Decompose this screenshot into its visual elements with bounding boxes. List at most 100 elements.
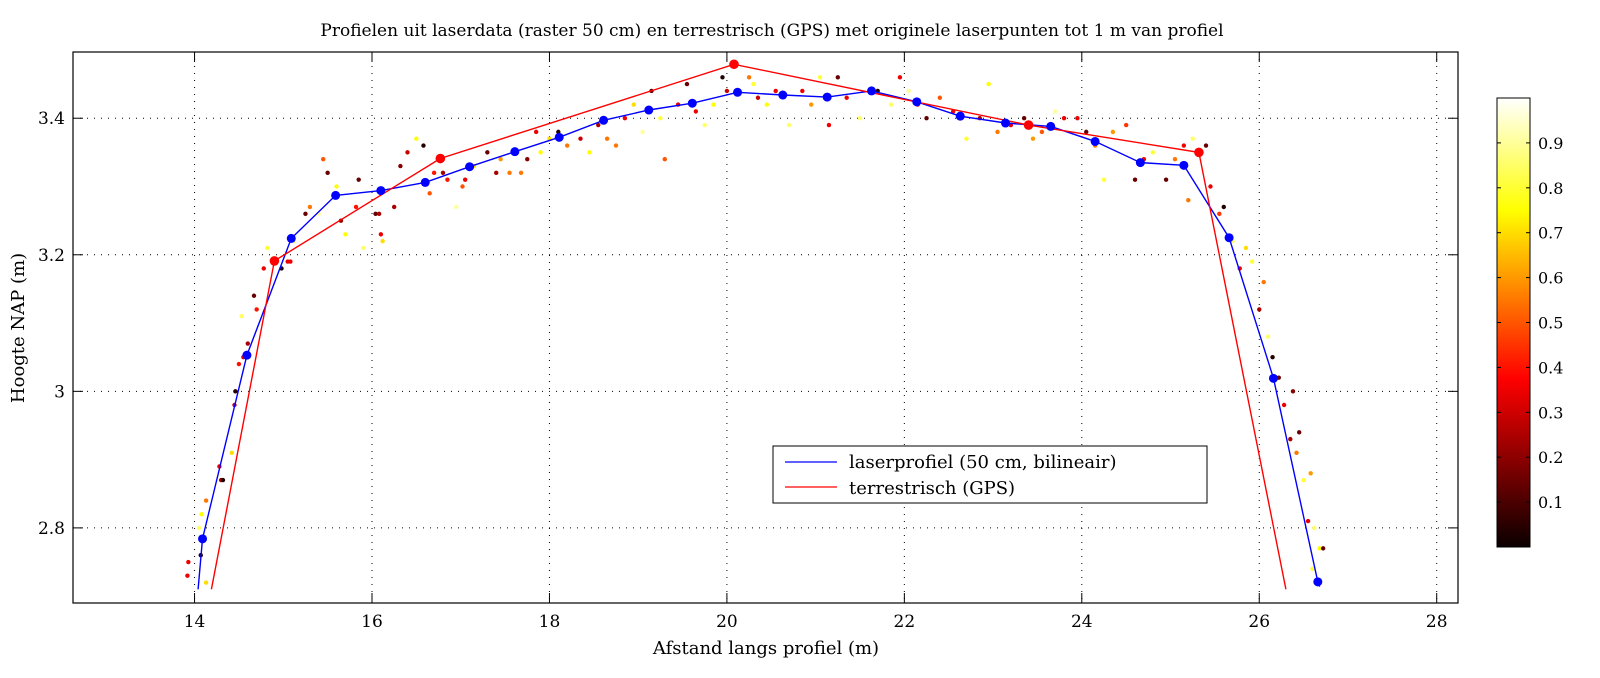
laser-point xyxy=(251,293,257,298)
laserprofiel-marker xyxy=(822,92,832,102)
laser-point xyxy=(817,75,823,80)
laser-point xyxy=(203,580,209,585)
laser-point xyxy=(786,122,792,128)
laserprofiel-marker xyxy=(955,111,965,121)
laser-point xyxy=(751,81,756,87)
laserprofiel-marker xyxy=(331,190,341,200)
laser-point xyxy=(1123,122,1129,128)
laser-point xyxy=(233,389,238,394)
legend-label-terrestrisch: terrestrisch (GPS) xyxy=(849,478,1015,499)
terrestrisch-marker xyxy=(729,59,739,70)
laser-point xyxy=(711,102,716,107)
laser-point xyxy=(1217,211,1222,217)
laserprofiel-marker xyxy=(1046,121,1056,131)
laser-point xyxy=(906,88,911,94)
laser-point xyxy=(702,122,707,128)
x-axis: 14 16 18 20 22 24 26 28 xyxy=(184,52,1448,632)
laser-point xyxy=(1208,184,1213,189)
laser-point xyxy=(498,156,503,162)
scatter-points xyxy=(185,75,1326,585)
laser-point xyxy=(1110,129,1116,135)
laserprofiel-marker xyxy=(465,162,475,172)
y-tick-label: 3.2 xyxy=(38,246,65,266)
laser-point xyxy=(564,143,570,148)
x-tick-label: 22 xyxy=(894,612,916,632)
laser-point xyxy=(203,498,209,503)
laser-point xyxy=(1261,279,1266,285)
laser-point xyxy=(245,341,250,346)
laser-point xyxy=(1186,197,1191,203)
laser-point xyxy=(613,143,619,148)
laserprofiel-marker xyxy=(867,86,877,96)
laser-point xyxy=(373,211,378,217)
laser-point xyxy=(964,136,969,141)
laser-point xyxy=(1084,129,1089,135)
laserprofiel-marker xyxy=(198,534,208,544)
terrestrisch-marker xyxy=(435,153,446,164)
laser-point xyxy=(1203,143,1209,148)
laser-point xyxy=(229,450,235,455)
laser-point xyxy=(1310,566,1315,572)
laser-point xyxy=(360,245,366,251)
laser-point xyxy=(1265,334,1271,339)
colorbar-tick-label: 0.7 xyxy=(1538,224,1563,243)
laser-point xyxy=(897,75,903,80)
laser-point xyxy=(587,150,592,155)
laser-point xyxy=(236,361,242,367)
laser-point xyxy=(414,136,419,141)
x-tick-label: 20 xyxy=(716,612,738,632)
laser-point xyxy=(525,156,530,162)
laser-point xyxy=(1270,355,1275,360)
terrestrisch-marker xyxy=(1023,120,1034,130)
laser-point xyxy=(460,184,465,189)
laser-point xyxy=(924,116,929,121)
laser-point xyxy=(684,81,690,87)
laser-point xyxy=(1243,245,1249,251)
laser-point xyxy=(288,259,293,264)
laser-point xyxy=(462,177,468,182)
laser-point xyxy=(1101,177,1107,182)
laser-point xyxy=(888,102,894,107)
laser-point xyxy=(1132,177,1138,182)
laser-point xyxy=(1052,109,1058,114)
laser-point xyxy=(325,170,330,176)
laser-point xyxy=(764,102,770,107)
axes-box xyxy=(72,51,1459,604)
colorbar-tick-label: 0.9 xyxy=(1538,134,1563,153)
laser-point xyxy=(343,232,348,237)
x-tick-label: 28 xyxy=(1426,612,1448,632)
laserprofiel-line xyxy=(197,90,1321,590)
terrestrisch-marker xyxy=(269,256,280,266)
y-axis: 2.8 3 3.2 3.4 xyxy=(38,109,1458,539)
laser-point xyxy=(604,136,610,141)
laserprofiel-marker xyxy=(912,97,922,107)
laser-point xyxy=(662,156,667,162)
laser-point xyxy=(378,232,384,237)
laser-point xyxy=(844,95,849,100)
laserprofiel-marker xyxy=(554,132,564,142)
laser-point xyxy=(239,314,244,319)
laser-point xyxy=(1288,436,1293,442)
laser-point xyxy=(254,307,259,312)
laser-point xyxy=(937,95,943,100)
laserprofiel-marker xyxy=(599,115,609,125)
laserprofiel-marker xyxy=(242,350,252,360)
laser-point xyxy=(1320,546,1326,551)
laser-point xyxy=(720,75,725,80)
laser-point xyxy=(421,143,426,148)
y-axis-label: Hoogte NAP (m) xyxy=(8,253,29,403)
laser-point xyxy=(835,75,841,80)
laser-point xyxy=(986,81,991,87)
laserprofiel-marker xyxy=(1135,158,1145,168)
laser-point xyxy=(533,129,539,135)
laser-point xyxy=(1172,156,1178,162)
laserprofiel-marker xyxy=(1090,136,1100,146)
laser-point xyxy=(307,204,313,210)
laser-point xyxy=(353,204,359,210)
laser-point xyxy=(808,102,814,107)
legend: laserprofiel (50 cm, bilineair) terrestr… xyxy=(772,445,1208,504)
laser-point xyxy=(1296,430,1302,435)
laserprofiel-marker xyxy=(1179,160,1189,170)
laser-point xyxy=(1030,136,1036,141)
